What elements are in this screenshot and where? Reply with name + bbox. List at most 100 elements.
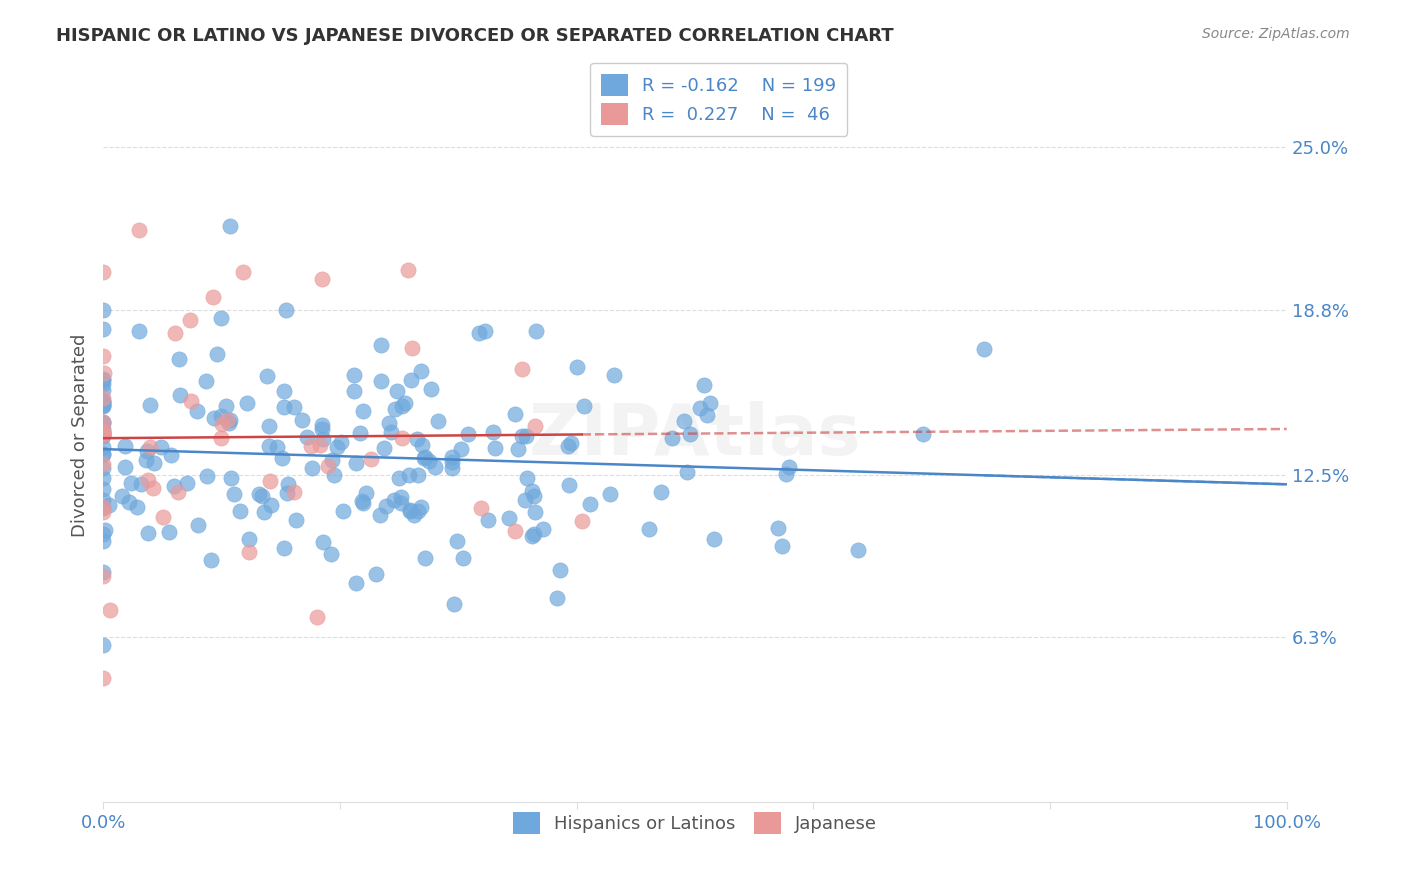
- Point: [354, 486, 377, 500]
- Point: [546, 591, 568, 605]
- Point: [550, 563, 572, 577]
- Point: [375, 500, 398, 514]
- Point: [273, 384, 295, 398]
- Point: [120, 475, 142, 490]
- Point: [276, 302, 298, 317]
- Point: [299, 439, 322, 453]
- Point: [503, 407, 526, 421]
- Point: [366, 566, 388, 581]
- Point: [506, 442, 529, 456]
- Point: [453, 551, 475, 566]
- Legend: Hispanics or Latinos, Japanese: Hispanics or Latinos, Japanese: [502, 801, 889, 845]
- Point: [91, 372, 114, 386]
- Point: [266, 440, 288, 454]
- Point: [91, 426, 114, 441]
- Point: [118, 495, 141, 509]
- Point: [498, 511, 520, 525]
- Point: [91, 671, 114, 685]
- Point: [399, 504, 422, 518]
- Point: [398, 468, 420, 483]
- Point: [482, 425, 505, 440]
- Point: [531, 522, 554, 536]
- Point: [516, 471, 538, 485]
- Point: [218, 417, 240, 431]
- Point: [91, 416, 114, 430]
- Point: [211, 417, 233, 432]
- Point: [413, 451, 436, 466]
- Point: [415, 450, 437, 464]
- Point: [599, 487, 621, 501]
- Point: [91, 500, 114, 515]
- Point: [426, 414, 449, 428]
- Point: [911, 427, 934, 442]
- Point: [215, 400, 238, 414]
- Point: [91, 383, 114, 397]
- Point: [238, 532, 260, 546]
- Point: [440, 455, 463, 469]
- Point: [219, 219, 242, 233]
- Point: [136, 473, 159, 487]
- Point: [675, 465, 697, 479]
- Point: [186, 404, 208, 418]
- Point: [91, 426, 114, 441]
- Point: [401, 341, 423, 355]
- Point: [503, 524, 526, 538]
- Point: [301, 460, 323, 475]
- Point: [152, 509, 174, 524]
- Point: [311, 432, 333, 446]
- Text: HISPANIC OR LATINO VS JAPANESE DIVORCED OR SEPARATED CORRELATION CHART: HISPANIC OR LATINO VS JAPANESE DIVORCED …: [56, 27, 894, 45]
- Point: [252, 504, 274, 518]
- Point: [257, 418, 280, 433]
- Point: [91, 394, 114, 409]
- Point: [425, 460, 447, 475]
- Point: [91, 447, 114, 461]
- Point: [311, 421, 333, 435]
- Point: [218, 413, 240, 427]
- Point: [513, 493, 536, 508]
- Text: Source: ZipAtlas.com: Source: ZipAtlas.com: [1202, 27, 1350, 41]
- Point: [91, 526, 114, 541]
- Point: [200, 553, 222, 567]
- Point: [382, 493, 405, 508]
- Point: [100, 603, 122, 617]
- Point: [325, 441, 347, 455]
- Point: [524, 419, 547, 434]
- Point: [409, 364, 432, 378]
- Point: [238, 545, 260, 559]
- Point: [515, 429, 537, 443]
- Point: [370, 508, 392, 522]
- Point: [277, 477, 299, 491]
- Point: [273, 400, 295, 414]
- Point: [522, 529, 544, 543]
- Point: [373, 441, 395, 455]
- Point: [394, 395, 416, 409]
- Point: [443, 597, 465, 611]
- Point: [135, 444, 157, 458]
- Point: [350, 494, 373, 508]
- Point: [384, 401, 406, 416]
- Point: [311, 418, 333, 433]
- Point: [91, 265, 114, 279]
- Text: ZIPAtlas: ZIPAtlas: [529, 401, 862, 470]
- Point: [650, 485, 672, 500]
- Point: [138, 526, 160, 541]
- Point: [450, 442, 472, 456]
- Point: [247, 487, 270, 501]
- Point: [316, 458, 339, 473]
- Point: [169, 388, 191, 402]
- Point: [440, 450, 463, 464]
- Point: [91, 565, 114, 579]
- Point: [330, 434, 353, 449]
- Point: [163, 479, 186, 493]
- Point: [159, 524, 181, 539]
- Point: [224, 487, 246, 501]
- Point: [312, 534, 335, 549]
- Point: [165, 326, 187, 340]
- Point: [389, 490, 412, 504]
- Point: [388, 471, 411, 485]
- Point: [195, 469, 218, 483]
- Point: [209, 311, 232, 326]
- Point: [446, 533, 468, 548]
- Point: [209, 431, 232, 445]
- Point: [202, 290, 225, 304]
